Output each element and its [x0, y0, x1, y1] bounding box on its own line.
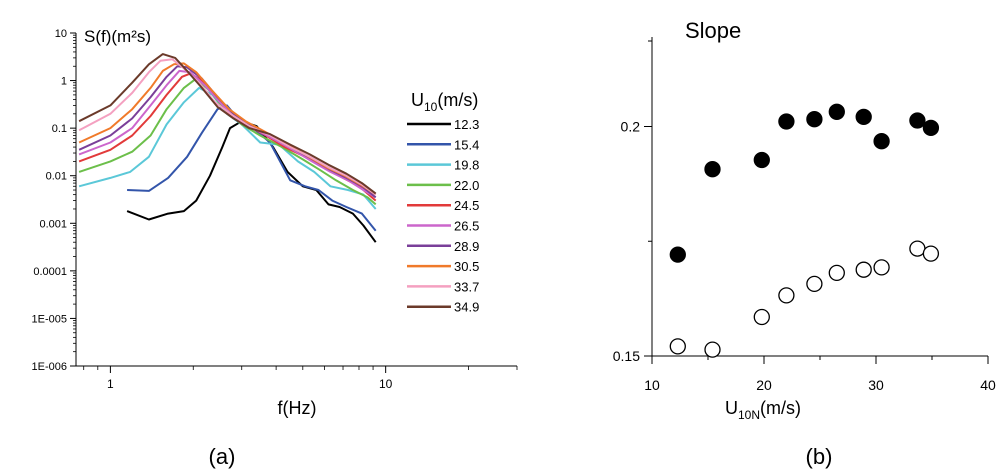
slope-point-open — [753, 308, 770, 326]
slope-point-open — [855, 261, 872, 278]
legend-label: 34.9 — [454, 300, 479, 315]
legend-label: 15.4 — [454, 137, 479, 152]
spectrum-panel: 10 1 0.1 0.01 0.001 0.0001 1E-005 1E-006 1 10 S(f… — [32, 27, 518, 469]
legend-title-unit: (m/s) — [437, 90, 478, 110]
slope-point-open — [922, 245, 940, 262]
slope-point-open — [806, 275, 823, 293]
legend-label: 24.5 — [454, 198, 479, 213]
slope-point-filled — [778, 113, 795, 130]
slope-point-filled — [855, 108, 872, 126]
legend-title-sub: 10 — [424, 100, 438, 114]
slope-y-tick-label: 0.15 — [613, 348, 640, 364]
spectrum-y-axis-label: S(f)(m²s) — [84, 27, 151, 46]
slope-point-filled — [806, 111, 823, 128]
slope-x-axis-label: U10N(m/s) — [725, 398, 801, 422]
slope-panel: Slope 0.15 0.2 10 20 30 40 U10N(m/s) (b) — [613, 18, 996, 469]
spectrum-axes: 10 1 0.1 0.01 0.001 0.0001 1E-005 1E-006 1 10 — [32, 28, 518, 391]
spectrum-x-tick-label: 1 — [107, 377, 114, 391]
spectrum-y-tick-label: 10 — [55, 28, 67, 40]
spectrum-x-axis-label: f(Hz) — [278, 398, 317, 418]
legend-label: 28.9 — [454, 239, 479, 254]
slope-point-filled — [873, 133, 890, 150]
spectrum-y-tick-label: 0.1 — [52, 123, 67, 135]
slope-y-tick-label: 0.2 — [621, 119, 641, 135]
legend-label: 12.3 — [454, 117, 479, 132]
slope-title: Slope — [685, 18, 741, 43]
slope-x-tick-label: 20 — [756, 377, 772, 393]
spectrum-x-tick-label: 10 — [379, 377, 393, 391]
slope-point-filled — [909, 112, 926, 129]
spectrum-y-tick-label: 1 — [61, 76, 67, 88]
legend-label: 26.5 — [454, 219, 479, 234]
spectrum-series-line — [78, 58, 377, 196]
legend-label: 33.7 — [454, 279, 479, 294]
spectrum-y-tick-label: 0.0001 — [33, 266, 67, 278]
spectrum-series-lines — [78, 53, 377, 243]
slope-point-open — [828, 264, 845, 282]
slope-point-open — [669, 338, 686, 355]
slope-point-filled — [828, 103, 845, 120]
panel-label-b: (b) — [806, 444, 833, 469]
slope-x-tick-label: 40 — [980, 377, 996, 393]
slope-x-tick-label: 10 — [644, 377, 660, 393]
spectrum-y-tick-label: 1E-005 — [32, 313, 67, 325]
spectrum-series-line — [78, 69, 377, 199]
slope-point-open — [778, 287, 795, 304]
spectrum-y-tick-label: 0.001 — [39, 218, 67, 230]
slope-axes: 0.15 0.2 10 20 30 40 — [613, 37, 996, 393]
spectrum-series-line — [78, 53, 377, 195]
legend-label: 22.0 — [454, 178, 479, 193]
x-label-unit: (m/s) — [760, 398, 801, 418]
spectrum-legend: 12.3 15.4 19.8 22.0 24.5 26.5 28.9 30.5 33.7 34.9 — [407, 117, 479, 315]
x-label-sub: 10N — [738, 408, 760, 422]
panel-label-a: (a) — [209, 444, 236, 469]
slope-x-tick-label: 30 — [868, 377, 884, 393]
x-label-main: U — [725, 398, 738, 418]
legend-label: 30.5 — [454, 259, 479, 274]
slope-points — [669, 103, 940, 358]
slope-point-filled — [753, 151, 770, 169]
legend-label: 19.8 — [454, 158, 479, 173]
slope-point-open — [873, 259, 890, 276]
slope-point-open — [909, 240, 926, 257]
slope-point-filled — [704, 161, 721, 178]
spectrum-y-tick-label: 0.01 — [46, 171, 67, 183]
slope-point-filled — [922, 119, 940, 137]
legend-title-main: U — [411, 90, 424, 110]
spectrum-legend-title: U10(m/s) — [411, 90, 478, 114]
spectrum-y-tick-label: 1E-006 — [32, 361, 67, 373]
slope-point-open — [704, 341, 721, 358]
slope-point-filled — [669, 246, 686, 263]
